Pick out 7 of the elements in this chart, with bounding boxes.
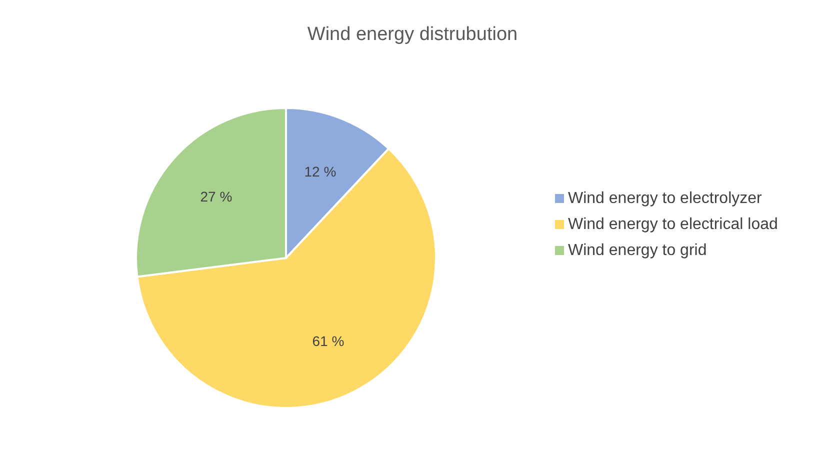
legend-label: Wind energy to grid <box>568 242 707 258</box>
legend-label: Wind energy to electrolyzer <box>568 190 762 206</box>
data-label: 61 % <box>312 332 344 349</box>
data-label: 27 % <box>200 188 232 204</box>
data-label: 12 % <box>304 164 336 180</box>
legend-label: Wind energy to electrical load <box>568 216 778 232</box>
chart-title: Wind energy distrubution <box>306 24 519 46</box>
